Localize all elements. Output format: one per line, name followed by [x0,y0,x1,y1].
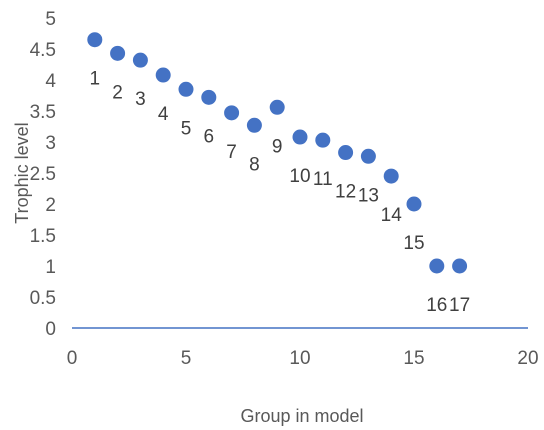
x-axis-ticks: 0 5 10 15 20 [67,348,539,369]
data-label: 14 [381,205,403,226]
data-point [383,168,399,184]
data-label: 5 [181,118,192,139]
data-label: 16 [426,295,447,316]
y-tick-label: 0.5 [30,288,56,309]
data-label: 15 [403,233,424,254]
data-point [292,129,308,145]
data-label: 3 [135,89,146,110]
data-label: 13 [358,185,379,206]
data-point [429,258,445,274]
data-point [132,52,148,68]
data-point [110,45,126,61]
data-label: 6 [204,126,215,147]
x-tick-label: 20 [517,348,538,369]
y-tick-label: 1.5 [30,226,56,247]
data-label: 12 [335,182,356,203]
y-tick-label: 1 [45,257,56,278]
y-tick-label: 5 [45,9,56,30]
y-tick-label: 2 [45,195,56,216]
data-label: 7 [226,142,237,163]
y-tick-label: 4.5 [30,40,56,61]
data-point [315,132,331,148]
data-label: 8 [249,154,260,175]
data-label: 2 [112,82,123,103]
x-tick-label: 0 [67,348,78,369]
y-tick-label: 3.5 [30,102,56,123]
x-tick-label: 10 [289,348,310,369]
y-tick-label: 3 [45,133,56,154]
data-point [246,117,262,133]
data-point [452,258,468,274]
data-point [224,105,240,121]
y-tick-label: 4 [45,71,56,92]
data-label: 9 [272,136,283,157]
data-point [87,32,103,48]
y-tick-label: 0 [45,319,56,340]
data-label: 17 [449,295,470,316]
data-label: 1 [90,69,101,90]
y-axis-ticks: 0 0.5 1 1.5 2 2.5 3 3.5 4 4.5 5 [30,9,57,340]
data-points [87,32,468,274]
data-point [360,148,376,164]
x-axis-label: Group in model [240,406,363,426]
data-point [338,145,354,161]
data-point [201,89,217,105]
data-label: 4 [158,104,169,125]
data-point [155,67,171,83]
y-axis-label: Trophic level [12,122,32,223]
x-tick-label: 15 [403,348,424,369]
data-point [269,99,285,115]
data-label: 10 [289,166,310,187]
data-label: 11 [313,169,333,190]
data-point [406,196,422,212]
x-tick-label: 5 [181,348,192,369]
y-tick-label: 2.5 [30,164,56,185]
data-point [178,81,194,97]
